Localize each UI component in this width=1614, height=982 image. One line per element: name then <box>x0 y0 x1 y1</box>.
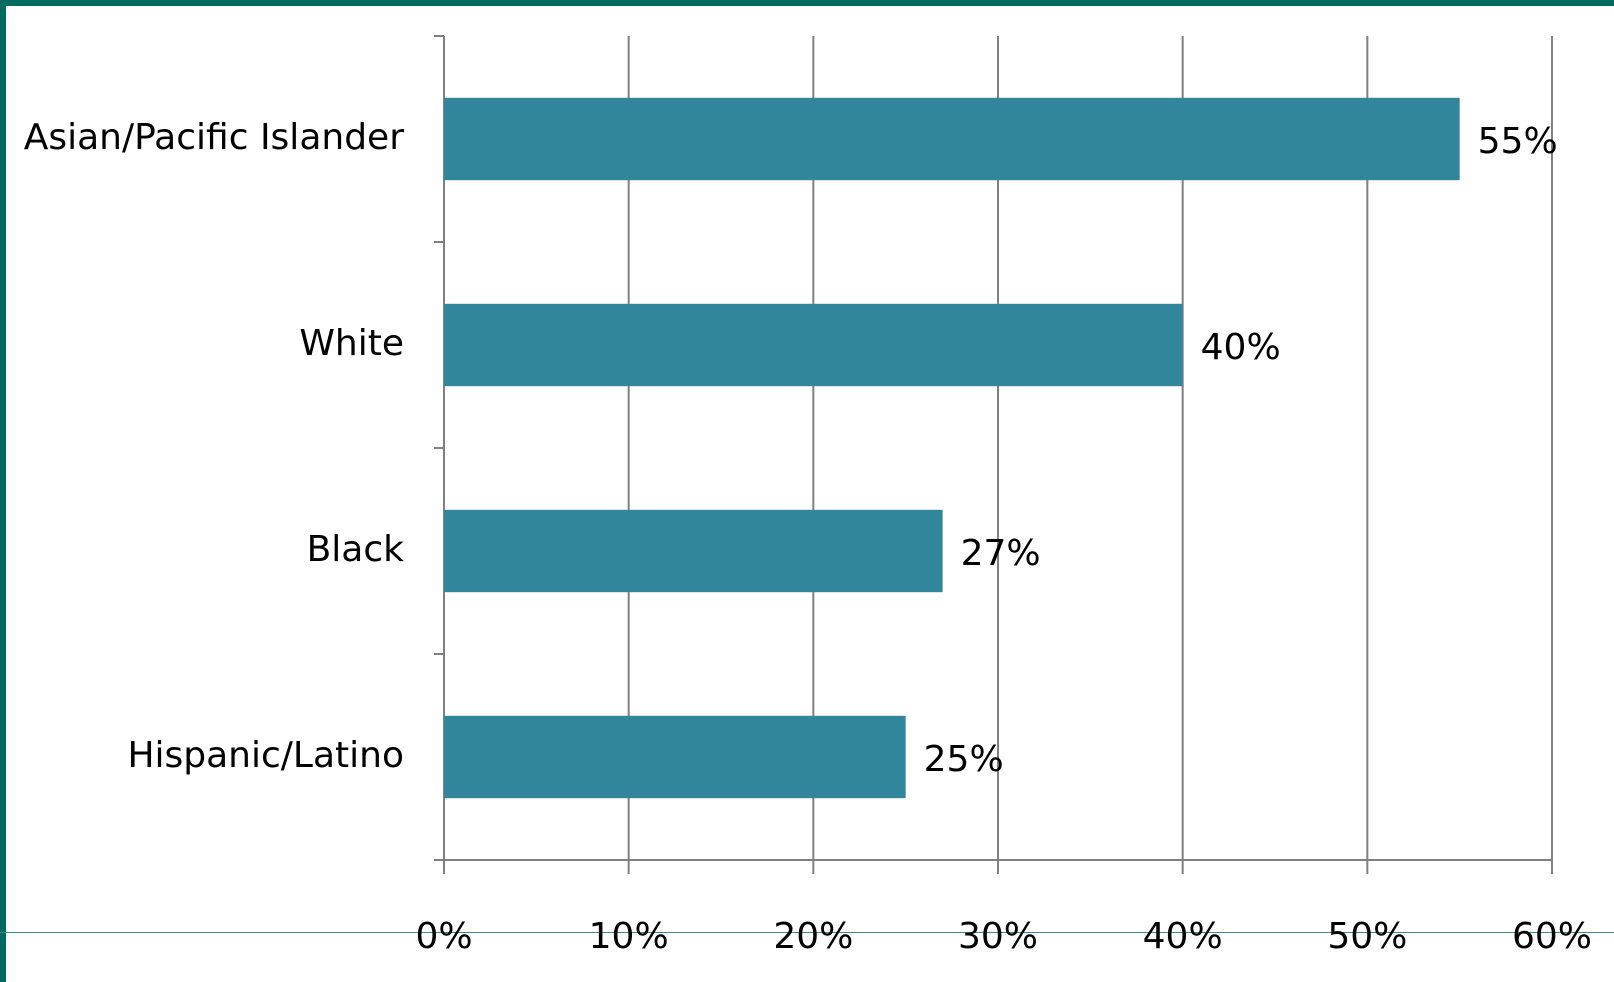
data-label: 55% <box>1478 121 1558 162</box>
category-label: Black <box>307 529 405 570</box>
x-tick-label: 50% <box>1327 916 1407 957</box>
data-labels: 55% 40% 27% 25% <box>924 121 1558 780</box>
frame-bottom-rule <box>0 932 1614 933</box>
category-label: Asian/Pacific Islander <box>24 117 405 158</box>
frame-left-border <box>0 0 6 982</box>
x-tick-label: 60% <box>1512 916 1592 957</box>
data-label: 25% <box>924 739 1004 780</box>
category-labels: Asian/Pacific Islander White Black Hispanic… <box>24 117 405 776</box>
x-tick-label: 20% <box>773 916 853 957</box>
x-tick-label: 30% <box>958 916 1038 957</box>
bars <box>444 97 1460 799</box>
bar <box>444 303 1183 387</box>
category-label: Hispanic/Latino <box>127 735 404 776</box>
frame-top-border <box>0 0 1614 6</box>
bar <box>444 509 943 593</box>
x-tick-label: 0% <box>415 916 472 957</box>
category-label: White <box>299 323 404 364</box>
data-label: 27% <box>961 533 1041 574</box>
x-tick-label: 40% <box>1143 916 1223 957</box>
bar <box>444 715 906 799</box>
x-tick-label: 10% <box>589 916 669 957</box>
data-label: 40% <box>1201 327 1281 368</box>
bar <box>444 97 1460 181</box>
x-tick-labels: 0% 10% 20% 30% 40% 50% 60% <box>415 916 1592 957</box>
